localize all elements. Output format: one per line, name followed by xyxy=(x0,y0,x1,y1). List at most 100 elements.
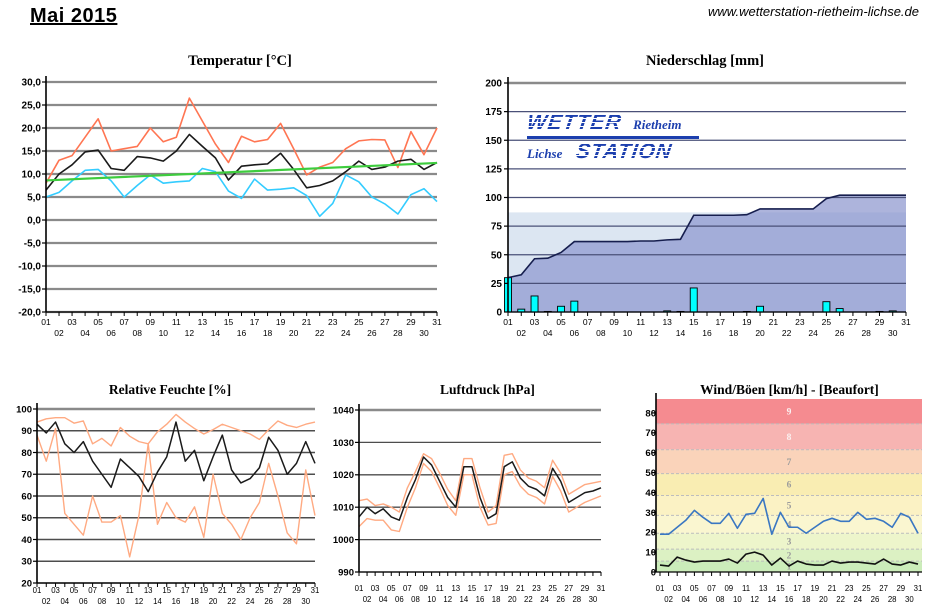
svg-text:2: 2 xyxy=(787,551,792,561)
svg-text:20: 20 xyxy=(508,595,517,604)
svg-text:10: 10 xyxy=(427,595,436,604)
svg-text:15: 15 xyxy=(689,317,699,327)
svg-text:17: 17 xyxy=(484,584,493,593)
svg-text:6: 6 xyxy=(787,481,792,491)
logo-row-1: WETTER Rietheim xyxy=(525,111,705,136)
svg-text:13: 13 xyxy=(144,586,153,595)
svg-text:17: 17 xyxy=(793,584,802,593)
temperature-chart-title: Temperatur [°C] xyxy=(188,53,292,69)
page-title: Mai 2015 xyxy=(30,5,118,27)
svg-text:13: 13 xyxy=(451,584,460,593)
svg-text:1000: 1000 xyxy=(333,535,354,546)
svg-text:20,0: 20,0 xyxy=(22,124,42,135)
svg-text:15,0: 15,0 xyxy=(22,147,42,158)
svg-text:-10,0: -10,0 xyxy=(18,262,41,273)
svg-text:06: 06 xyxy=(106,328,116,338)
svg-text:01: 01 xyxy=(503,317,513,327)
svg-text:12: 12 xyxy=(185,328,195,338)
svg-text:10: 10 xyxy=(733,595,742,604)
svg-text:27: 27 xyxy=(564,584,573,593)
svg-text:13: 13 xyxy=(759,584,768,593)
svg-text:22: 22 xyxy=(524,595,533,604)
logo-rietheim-text: Rietheim xyxy=(633,117,682,132)
svg-text:02: 02 xyxy=(42,597,51,606)
svg-text:-15,0: -15,0 xyxy=(18,285,41,296)
station-logo: WETTER Rietheim Lichse STATION xyxy=(525,111,705,165)
svg-text:28: 28 xyxy=(888,595,897,604)
svg-text:14: 14 xyxy=(676,328,686,338)
svg-text:125: 125 xyxy=(485,164,502,175)
svg-text:75: 75 xyxy=(491,222,503,233)
svg-text:30: 30 xyxy=(888,328,898,338)
svg-text:1040: 1040 xyxy=(333,405,354,416)
svg-text:26: 26 xyxy=(871,595,880,604)
svg-text:28: 28 xyxy=(572,595,581,604)
svg-text:70: 70 xyxy=(21,470,32,481)
svg-text:12: 12 xyxy=(649,328,659,338)
svg-text:22: 22 xyxy=(836,595,845,604)
logo-row-2: Lichse STATION xyxy=(527,140,705,165)
svg-text:08: 08 xyxy=(596,328,606,338)
svg-text:06: 06 xyxy=(699,595,708,604)
svg-text:01: 01 xyxy=(41,317,51,327)
svg-text:25: 25 xyxy=(862,584,871,593)
svg-text:1: 1 xyxy=(787,563,792,573)
svg-text:03: 03 xyxy=(51,586,60,595)
svg-text:11: 11 xyxy=(172,317,181,327)
svg-text:06: 06 xyxy=(570,328,580,338)
svg-text:08: 08 xyxy=(98,597,107,606)
svg-text:29: 29 xyxy=(896,584,905,593)
svg-text:7: 7 xyxy=(787,458,792,468)
svg-text:25: 25 xyxy=(354,317,364,327)
svg-text:01: 01 xyxy=(33,586,42,595)
svg-text:11: 11 xyxy=(636,317,645,327)
svg-text:14: 14 xyxy=(460,595,469,604)
svg-text:02: 02 xyxy=(363,595,372,604)
svg-text:16: 16 xyxy=(237,328,247,338)
svg-text:29: 29 xyxy=(292,586,301,595)
svg-text:31: 31 xyxy=(901,317,911,327)
svg-text:22: 22 xyxy=(782,328,792,338)
svg-text:04: 04 xyxy=(80,328,90,338)
svg-text:19: 19 xyxy=(199,586,208,595)
svg-text:23: 23 xyxy=(328,317,338,327)
svg-text:09: 09 xyxy=(146,317,156,327)
svg-text:80: 80 xyxy=(645,408,656,419)
svg-text:28: 28 xyxy=(393,328,403,338)
svg-text:28: 28 xyxy=(283,597,292,606)
svg-text:14: 14 xyxy=(767,595,776,604)
svg-text:25: 25 xyxy=(491,279,503,290)
svg-text:04: 04 xyxy=(60,597,69,606)
svg-text:10,0: 10,0 xyxy=(22,170,42,181)
svg-text:02: 02 xyxy=(517,328,527,338)
svg-text:12: 12 xyxy=(443,595,452,604)
svg-text:09: 09 xyxy=(609,317,619,327)
svg-text:08: 08 xyxy=(132,328,142,338)
svg-text:100: 100 xyxy=(16,404,32,415)
svg-text:80: 80 xyxy=(21,448,32,459)
svg-text:15: 15 xyxy=(224,317,234,327)
svg-text:70: 70 xyxy=(645,428,656,439)
svg-text:10: 10 xyxy=(623,328,633,338)
svg-text:29: 29 xyxy=(406,317,416,327)
svg-text:60: 60 xyxy=(645,448,656,459)
svg-text:24: 24 xyxy=(341,328,351,338)
svg-text:18: 18 xyxy=(729,328,739,338)
svg-text:12: 12 xyxy=(750,595,759,604)
humidity-chart-title: Relative Feuchte [%] xyxy=(108,382,232,397)
pressure-chart-title: Luftdruck [hPa] xyxy=(440,382,535,397)
svg-text:31: 31 xyxy=(914,584,923,593)
svg-text:24: 24 xyxy=(808,328,818,338)
svg-text:29: 29 xyxy=(875,317,885,327)
svg-text:20: 20 xyxy=(21,578,32,589)
svg-text:08: 08 xyxy=(411,595,420,604)
svg-text:11: 11 xyxy=(126,586,134,595)
svg-text:60: 60 xyxy=(21,491,32,502)
svg-text:26: 26 xyxy=(367,328,377,338)
svg-text:20: 20 xyxy=(289,328,299,338)
svg-text:05: 05 xyxy=(70,586,79,595)
svg-text:990: 990 xyxy=(338,567,354,578)
svg-text:14: 14 xyxy=(211,328,221,338)
logo-station-text: STATION xyxy=(574,139,674,163)
svg-text:8: 8 xyxy=(787,433,792,443)
